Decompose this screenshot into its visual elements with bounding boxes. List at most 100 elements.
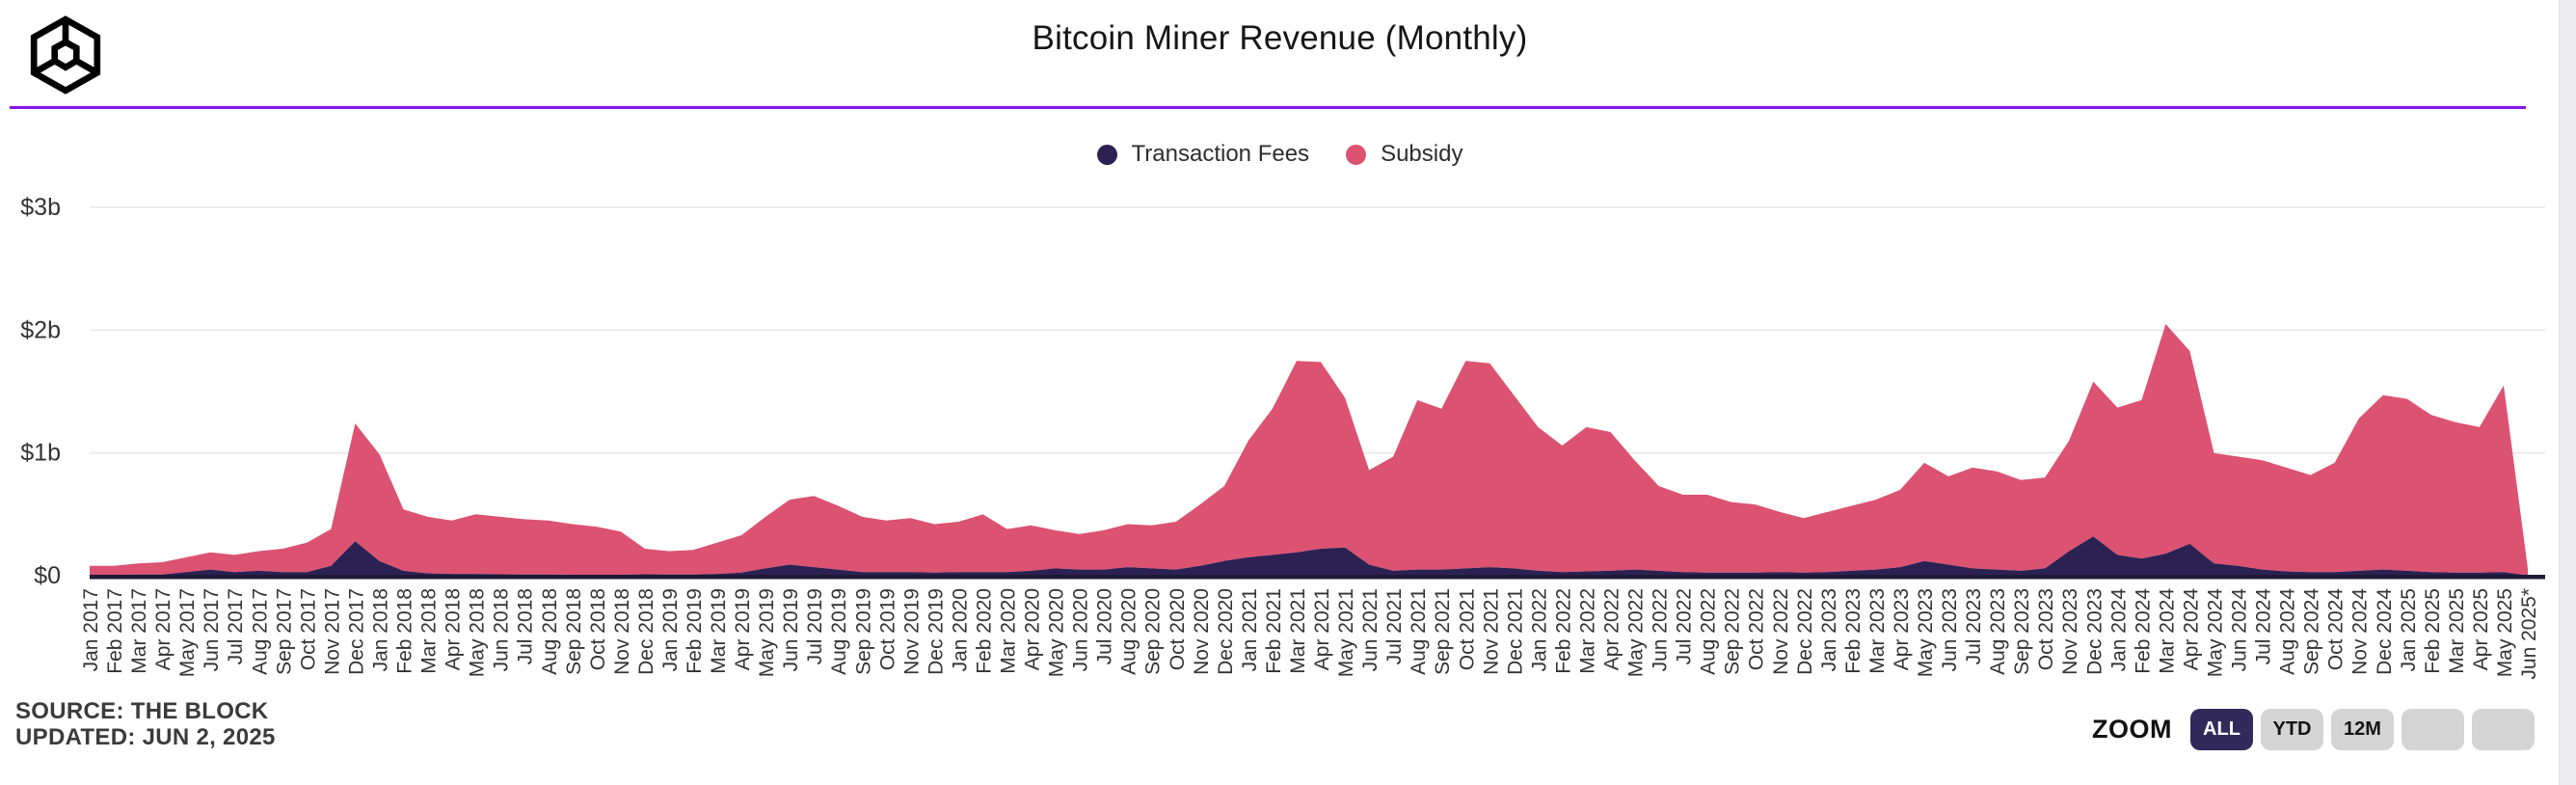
x-axis-label: Aug 2022 [1698,588,1720,675]
chart-legend: Transaction Fees Subsidy [0,141,2560,168]
x-axis-label: Apr 2020 [1022,588,1044,670]
zoom-button-all[interactable]: ALL [2190,709,2253,750]
x-axis-label: Jul 2020 [1094,588,1116,664]
x-axis-label: Feb 2024 [2132,588,2154,674]
x-axis-label: Mar 2018 [418,588,441,674]
x-axis-label: Oct 2019 [876,588,899,670]
x-axis-label: May 2019 [756,588,778,677]
x-axis-label: Jun 2021 [1359,588,1382,671]
x-axis-label: Dec 2024 [2374,588,2396,675]
x-axis-label: Sep 2024 [2301,588,2323,675]
x-axis-label: Jun 2024 [2229,588,2251,672]
x-axis-label: Apr 2018 [443,588,465,670]
x-axis-label: May 2020 [1046,588,1068,677]
x-axis-label: Aug 2023 [1987,588,2009,675]
x-axis-label: Jul 2022 [1674,588,1696,664]
x-axis-label: Jul 2017 [225,588,247,664]
x-axis-label: Mar 2025 [2446,588,2468,674]
x-axis-label: Nov 2024 [2349,588,2372,675]
x-axis-label: Dec 2018 [635,588,657,675]
x-axis-label: Mar 2020 [998,588,1020,674]
x-axis-label: Mar 2023 [1866,588,1889,674]
chart-footer: SOURCE: THE BLOCK UPDATED: JUN 2, 2025 [15,698,276,750]
x-axis-label: Nov 2018 [611,588,633,675]
x-axis-label: Jun 2020 [1070,588,1092,671]
zoom-label: ZOOM [2092,715,2172,744]
x-axis-label: Feb 2020 [974,588,996,674]
x-axis-label: Aug 2019 [828,588,850,675]
x-axis-label: Sep 2019 [852,588,874,675]
x-axis-label: May 2025 [2494,588,2516,677]
x-axis-label: Sep 2017 [273,588,295,675]
transaction-fees-dot-icon [1096,144,1117,165]
zoom-button-blank-1[interactable] [2402,709,2464,750]
x-axis-label: May 2021 [1335,588,1357,677]
zoom-button-ytd[interactable]: YTD [2261,709,2323,750]
x-axis-label: Dec 2017 [345,588,367,675]
legend-item-transaction-fees[interactable]: Transaction Fees [1096,141,1310,168]
x-axis-label: May 2024 [2205,588,2227,678]
x-axis-label: Mar 2017 [128,588,150,674]
source-text: SOURCE: THE BLOCK [15,698,269,724]
x-axis-label: Jan 2024 [2107,588,2130,672]
x-axis-label: Feb 2021 [1263,588,1285,674]
x-axis-label: Dec 2023 [2083,588,2106,675]
legend-item-subsidy[interactable]: Subsidy [1346,141,1462,168]
x-axis-label: Apr 2023 [1891,588,1913,670]
x-axis-label: Aug 2024 [2277,588,2299,675]
x-axis-label: Jan 2018 [370,588,392,671]
x-axis-label: Jan 2019 [659,588,682,671]
x-axis-label: May 2023 [1915,588,1937,677]
y-axis-label: $1b [20,440,61,467]
x-axis-label: Sep 2023 [2011,588,2033,675]
x-axis-label: Jan 2025 [2398,588,2420,671]
legend-label: Subsidy [1381,141,1463,167]
x-axis-label: May 2017 [176,588,199,677]
x-axis-label: Feb 2025 [2422,588,2444,674]
logo-inner-hexagon [51,38,80,71]
x-axis-label: Mar 2024 [2156,588,2178,674]
x-axis-label: Oct 2020 [1167,588,1189,670]
x-axis-label: Jun 2022 [1650,588,1672,671]
x-axis-label: Jan 2023 [1818,588,1840,671]
x-axis-label: May 2022 [1625,588,1648,677]
transaction-fees-area [90,536,2528,576]
x-axis-label: Dec 2022 [1794,588,1816,675]
x-axis-label: Jun 2023 [1939,588,1961,671]
x-axis-label: Dec 2021 [1504,588,1526,675]
x-axis-label: Oct 2021 [1456,588,1478,670]
y-axis-label: $2b [20,316,61,343]
x-axis-label: Dec 2019 [925,588,947,675]
x-axis-label: Jun 2025* [2518,588,2540,680]
x-axis-label: Oct 2023 [2035,588,2057,670]
y-axis-label: $0 [34,562,61,589]
x-axis-label: Jan 2020 [949,588,971,671]
x-axis-label: Feb 2018 [394,588,416,674]
zoom-controls: ZOOM ALL YTD 12M [2092,709,2535,750]
x-axis-label: Jan 2021 [1239,588,1261,671]
scrollbar-track[interactable] [2559,0,2576,785]
x-axis-label: Aug 2021 [1408,588,1430,675]
x-axis-label: Apr 2024 [2180,588,2202,671]
x-axis-label: Jun 2019 [780,588,802,671]
legend-label: Transaction Fees [1131,141,1310,167]
x-axis-label: Nov 2020 [1191,588,1213,675]
subsidy-area [90,324,2528,576]
x-axis-label: Apr 2022 [1601,588,1623,670]
the-block-logo [30,15,101,95]
accent-divider [10,106,2526,109]
x-axis-label: Mar 2019 [708,588,730,674]
x-axis-label: Jun 2017 [201,588,223,671]
zoom-button-12m[interactable]: 12M [2331,709,2394,750]
x-axis-label: Oct 2024 [2325,588,2348,671]
subsidy-dot-icon [1346,144,1367,165]
x-axis-label: Sep 2018 [563,588,585,675]
zoom-button-blank-2[interactable] [2472,709,2535,750]
x-axis-label: Dec 2020 [1215,588,1237,675]
x-axis-label: Oct 2022 [1746,588,1768,670]
x-axis-label: Aug 2020 [1118,588,1140,675]
x-axis-label: Sep 2020 [1142,588,1165,675]
x-axis-label: Nov 2022 [1770,588,1792,675]
x-axis-label: Jan 2022 [1528,588,1550,671]
